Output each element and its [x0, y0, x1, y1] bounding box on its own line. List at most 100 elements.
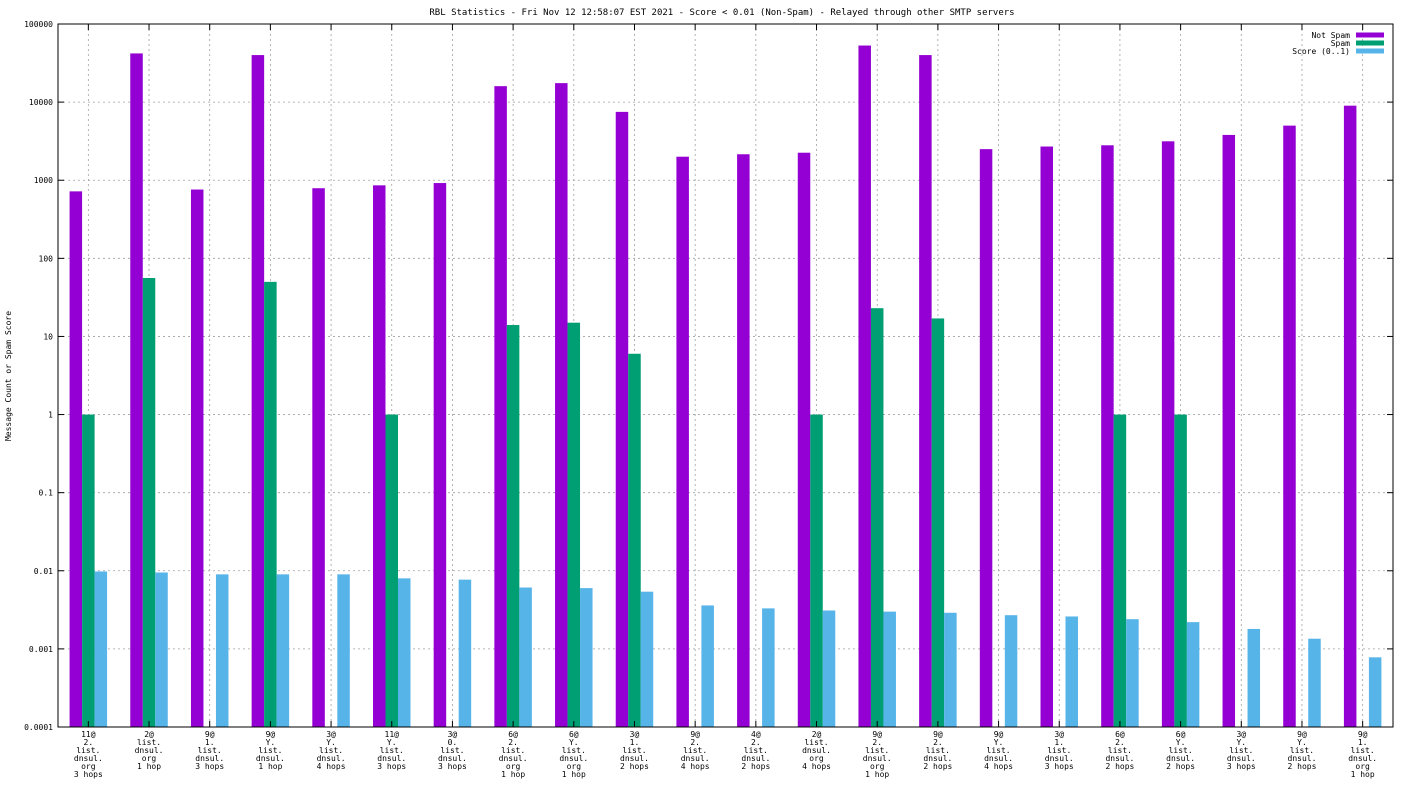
y-tick-label: 10000 — [29, 98, 53, 107]
x-tick-label: 3@ 1. list. dnsul. 2 hops — [620, 730, 649, 771]
bar-spam — [870, 308, 884, 727]
bar-score-0-1 — [640, 591, 654, 727]
bar-score-0-1 — [1368, 657, 1382, 727]
bar-spam — [1113, 414, 1127, 727]
y-tick-label: 0.001 — [29, 645, 53, 654]
y-tick-label: 0.0001 — [24, 723, 53, 732]
y-tick-label: 10 — [43, 332, 53, 341]
x-tick-label: 3@ Y. list. dnsul. 3 hops — [1227, 730, 1256, 771]
plot-frame — [57, 23, 1394, 728]
y-tick-label: 1000 — [34, 176, 53, 185]
bar-not-spam — [979, 149, 993, 728]
bar-not-spam — [130, 53, 143, 728]
bar-score-0-1 — [822, 610, 836, 727]
bar-score-0-1 — [580, 588, 593, 727]
bar-score-0-1 — [1186, 622, 1200, 727]
bar-not-spam — [797, 152, 811, 727]
x-tick-label: 6@ 2. list. dnsul. org 1 hop — [499, 730, 528, 779]
y-tick-label: 0.01 — [34, 567, 53, 576]
bar-not-spam — [1101, 145, 1114, 728]
bar-spam — [810, 414, 823, 727]
bar-score-0-1 — [883, 611, 896, 727]
bar-not-spam — [1161, 141, 1175, 727]
bars — [69, 45, 1382, 728]
x-tick-label: 6@ Y. list. dnsul. org 1 hop — [559, 730, 588, 779]
y-tick-label: 1 — [48, 411, 53, 420]
bar-score-0-1 — [215, 574, 229, 727]
bar-score-0-1 — [94, 571, 108, 727]
bar-spam — [628, 353, 641, 727]
bar-score-0-1 — [1004, 615, 1018, 727]
bar-not-spam — [858, 45, 871, 728]
bar-score-0-1 — [1247, 628, 1261, 727]
legend-swatch — [1356, 32, 1384, 38]
y-tick-label: 100 — [39, 254, 54, 263]
x-tick-label: 9@ Y. list. dnsul. 1 hop — [256, 730, 285, 771]
bar-spam — [506, 325, 520, 727]
bar-not-spam — [676, 156, 689, 727]
bar-spam — [82, 414, 95, 727]
x-tick-label: 3@ 1. list. dnsul. 3 hops — [1045, 730, 1074, 771]
bar-not-spam — [251, 55, 265, 727]
y-tick-label: 0.1 — [39, 489, 54, 498]
bar-not-spam — [312, 188, 325, 727]
x-tick-label: 9@ 1. list. dnsul. org 1 hop — [1348, 730, 1377, 779]
bar-score-0-1 — [762, 608, 775, 727]
x-tick-label: 11@ Y. list. dnsul. 3 hops — [377, 730, 406, 771]
bar-score-0-1 — [1065, 616, 1078, 727]
bar-not-spam — [615, 111, 629, 727]
bar-score-0-1 — [398, 578, 411, 727]
legend-label: Spam — [1331, 39, 1350, 48]
y-tick-labels: 0.0001 0.001 0.01 0.1 1 10 100 1000 10000 100000 — [24, 20, 53, 732]
bar-not-spam — [1283, 125, 1296, 728]
bar-score-0-1 — [519, 587, 532, 727]
x-tick-label: 9@ Y. list. dnsul. 4 hops — [984, 730, 1013, 771]
plot-border — [57, 23, 1394, 728]
x-tick-label: 9@ 2. list. dnsul. 2 hops — [923, 730, 952, 771]
bar-score-0-1 — [458, 579, 472, 727]
bar-not-spam — [190, 189, 204, 728]
x-tick-label: 9@ Y. list. dnsul. 2 hops — [1288, 730, 1317, 771]
x-tick-label: 9@ 2. list. dnsul. org 1 hop — [863, 730, 892, 779]
bar-score-0-1 — [944, 612, 957, 727]
bar-score-0-1 — [155, 572, 168, 727]
bar-score-0-1 — [1308, 638, 1321, 727]
x-tick-label: 6@ Y. list. dnsul. 2 hops — [1166, 730, 1195, 771]
bar-score-0-1 — [276, 574, 290, 727]
legend-swatch — [1356, 40, 1384, 46]
bar-not-spam — [69, 191, 83, 727]
bar-spam — [1174, 414, 1187, 727]
bar-not-spam — [494, 86, 507, 728]
x-tick-label: 3@ 0. list. dnsul. 3 hops — [438, 730, 467, 771]
x-tick-label: 4@ 2. list. dnsul. 2 hops — [741, 730, 770, 771]
y-axis-label: Message Count or Spam Score — [4, 311, 13, 441]
bar-not-spam — [555, 83, 568, 727]
bar-not-spam — [737, 154, 750, 728]
x-tick-label: 3@ Y. list. dnsul. 4 hops — [317, 730, 346, 771]
x-tick-label: 9@ 1. list. dnsul. 3 hops — [195, 730, 224, 771]
bar-not-spam — [433, 183, 447, 728]
bar-spam — [931, 318, 945, 727]
legend-swatch — [1356, 48, 1384, 54]
bar-spam — [567, 322, 581, 727]
y-tick-label: 100000 — [24, 20, 53, 29]
x-tick-label: 2@ list. dnsul. org 1 hop — [135, 730, 164, 771]
x-tick-label: 11@ 2. list. dnsul. org 3 hops — [74, 730, 103, 779]
bar-not-spam — [919, 55, 932, 727]
x-tick-labels: 11@ 2. list. dnsul. org 3 hops 2@ list. dnsul. or… — [74, 730, 1377, 779]
bar-not-spam — [1343, 105, 1357, 727]
legend-label: Score (0..1) — [1292, 47, 1350, 56]
bar-spam — [385, 414, 398, 727]
bar-score-0-1 — [337, 574, 350, 727]
bar-spam — [264, 281, 277, 727]
x-tick-label: 6@ 2. list. dnsul. 2 hops — [1105, 730, 1134, 771]
legend-label: Not Spam — [1311, 31, 1350, 40]
bar-not-spam — [373, 185, 386, 727]
bar-score-0-1 — [701, 605, 714, 727]
bar-spam — [142, 278, 156, 727]
bar-score-0-1 — [1126, 619, 1139, 727]
bar-not-spam — [1222, 134, 1236, 727]
x-tick-label: 9@ 2. list. dnsul. 4 hops — [681, 730, 710, 771]
